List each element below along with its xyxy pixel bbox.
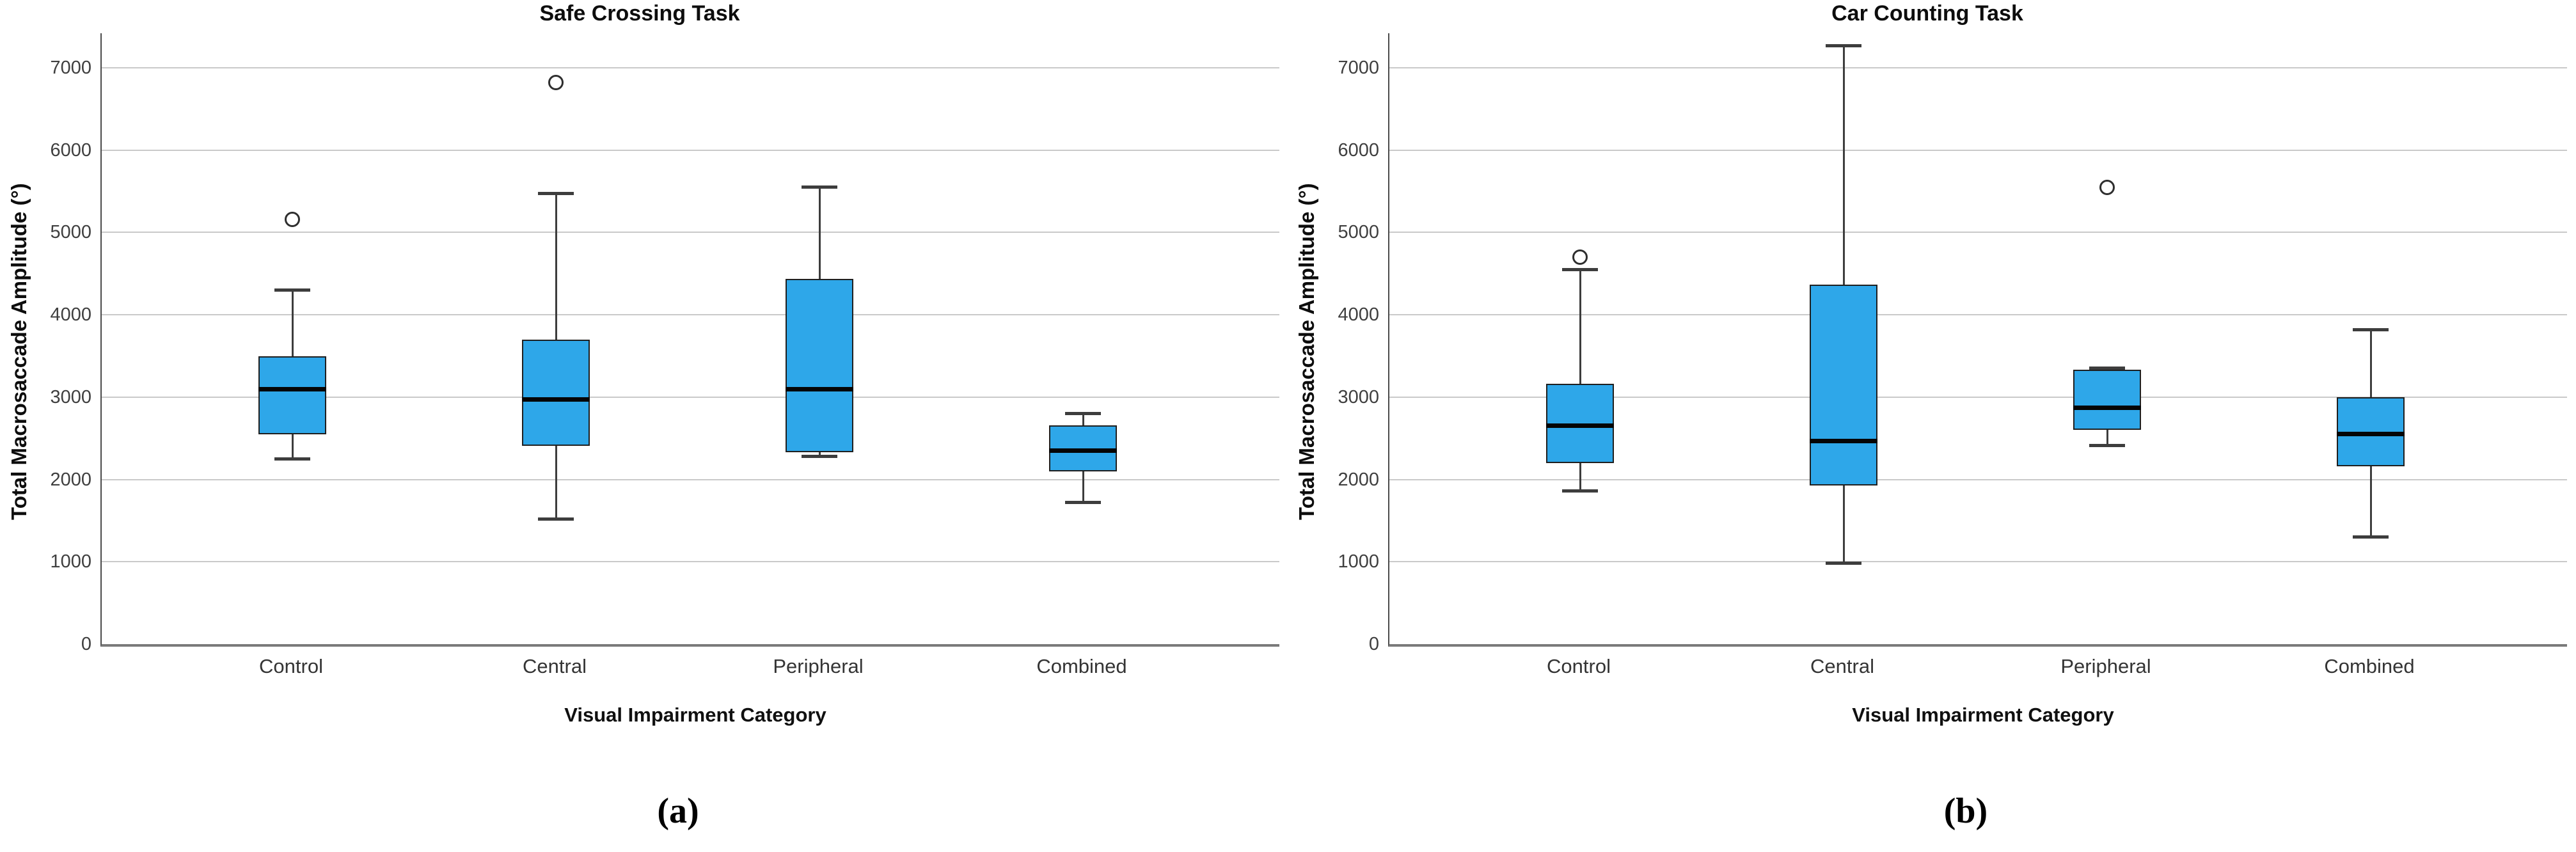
whisker-cap-top (802, 185, 837, 189)
median-line (522, 397, 590, 402)
whisker-cap-bottom (274, 457, 310, 461)
y-tick-label: 3000 (1338, 386, 1379, 407)
category-label: Control (1547, 655, 1611, 677)
y-tick-label: 6000 (1338, 139, 1379, 161)
whisker-cap-bottom (1826, 562, 1861, 565)
category-label: Central (1810, 655, 1874, 677)
x-axis-title: Visual Impairment Category (1852, 704, 2114, 726)
box (2073, 370, 2141, 430)
median-line (1049, 448, 1117, 454)
gridline (102, 478, 1279, 480)
y-tick-label: 3000 (50, 386, 91, 407)
category-label: Combined (2324, 655, 2415, 677)
outlier-point (285, 211, 300, 227)
whisker-cap-bottom (2089, 444, 2125, 448)
gridline (102, 149, 1279, 151)
category-label: Control (259, 655, 323, 677)
box (1049, 425, 1117, 471)
outlier-point (548, 75, 564, 91)
median-line (258, 386, 326, 391)
y-tick-label: 5000 (50, 222, 91, 243)
whisker-line (1579, 269, 1581, 491)
box (1810, 284, 1877, 485)
y-tick-label: 1000 (50, 551, 91, 572)
y-tick-label: 0 (81, 634, 91, 654)
whisker-cap-top (1826, 43, 1861, 47)
category-label: Peripheral (2060, 655, 2151, 677)
panel-caption: (a) (657, 791, 699, 831)
box (258, 356, 326, 434)
whisker-cap-bottom (1065, 501, 1101, 505)
y-tick-label: 6000 (50, 139, 91, 161)
whisker-cap-bottom (802, 455, 837, 459)
median-line (2337, 432, 2405, 437)
gridline (1389, 478, 2567, 480)
box (522, 339, 590, 446)
category-label: Peripheral (773, 655, 864, 677)
whisker-cap-top (274, 288, 310, 292)
chart-panel-a: Safe Crossing Task Total Macrosaccade Am… (7, 1, 1279, 831)
y-tick-label: 5000 (1338, 222, 1379, 243)
whisker-cap-top (1065, 412, 1101, 416)
y-tick-label: 4000 (50, 304, 91, 326)
y-tick-label: 7000 (1338, 58, 1379, 79)
gridline (1389, 396, 2567, 398)
y-tick-label: 1000 (1338, 551, 1379, 572)
plot-area (100, 33, 1279, 647)
y-axis-title: Total Macrosaccade Amplitude (°) (1295, 183, 1318, 521)
outlier-point (1572, 249, 1588, 265)
box (1546, 384, 1614, 463)
x-axis-title: Visual Impairment Category (564, 704, 826, 726)
plot-area (1388, 33, 2567, 647)
box (2337, 397, 2405, 466)
chart-panel-b: Car Counting Task Total Macrosaccade Amp… (1288, 0, 2576, 852)
outlier-point (2099, 179, 2115, 195)
category-label: Combined (1036, 655, 1127, 677)
gridline (1389, 67, 2567, 69)
y-axis-title: Total Macrosaccade Amplitude (°) (7, 183, 31, 521)
gridline (102, 314, 1279, 316)
gridline (1389, 149, 2567, 151)
gridline (102, 561, 1279, 563)
gridline (1389, 314, 2567, 316)
whisker-cap-top (2353, 327, 2389, 331)
y-tick-label: 4000 (1338, 304, 1379, 326)
box (786, 278, 853, 453)
gridline (1389, 561, 2567, 563)
y-tick-label: 0 (1368, 634, 1379, 654)
whisker-cap-bottom (538, 517, 574, 521)
gridline (102, 67, 1279, 69)
whisker-cap-bottom (1562, 489, 1598, 493)
y-tick-label: 2000 (1338, 469, 1379, 490)
median-line (2073, 406, 2141, 411)
y-tick-label: 7000 (50, 58, 91, 79)
median-line (786, 386, 853, 391)
chart-title: Car Counting Task (1831, 1, 2023, 26)
gridline (102, 232, 1279, 233)
median-line (1546, 423, 1614, 429)
panel-caption: (b) (1943, 791, 1988, 831)
whisker-cap-bottom (2353, 535, 2389, 539)
whisker-cap-top (538, 192, 574, 196)
y-tick-label: 2000 (50, 469, 91, 490)
whisker-cap-top (1562, 267, 1598, 271)
gridline (1389, 232, 2567, 233)
chart-title: Safe Crossing Task (539, 1, 740, 26)
category-label: Central (523, 655, 587, 677)
median-line (1810, 438, 1877, 443)
whisker-cap-top (2089, 367, 2125, 370)
gridline (102, 396, 1279, 398)
